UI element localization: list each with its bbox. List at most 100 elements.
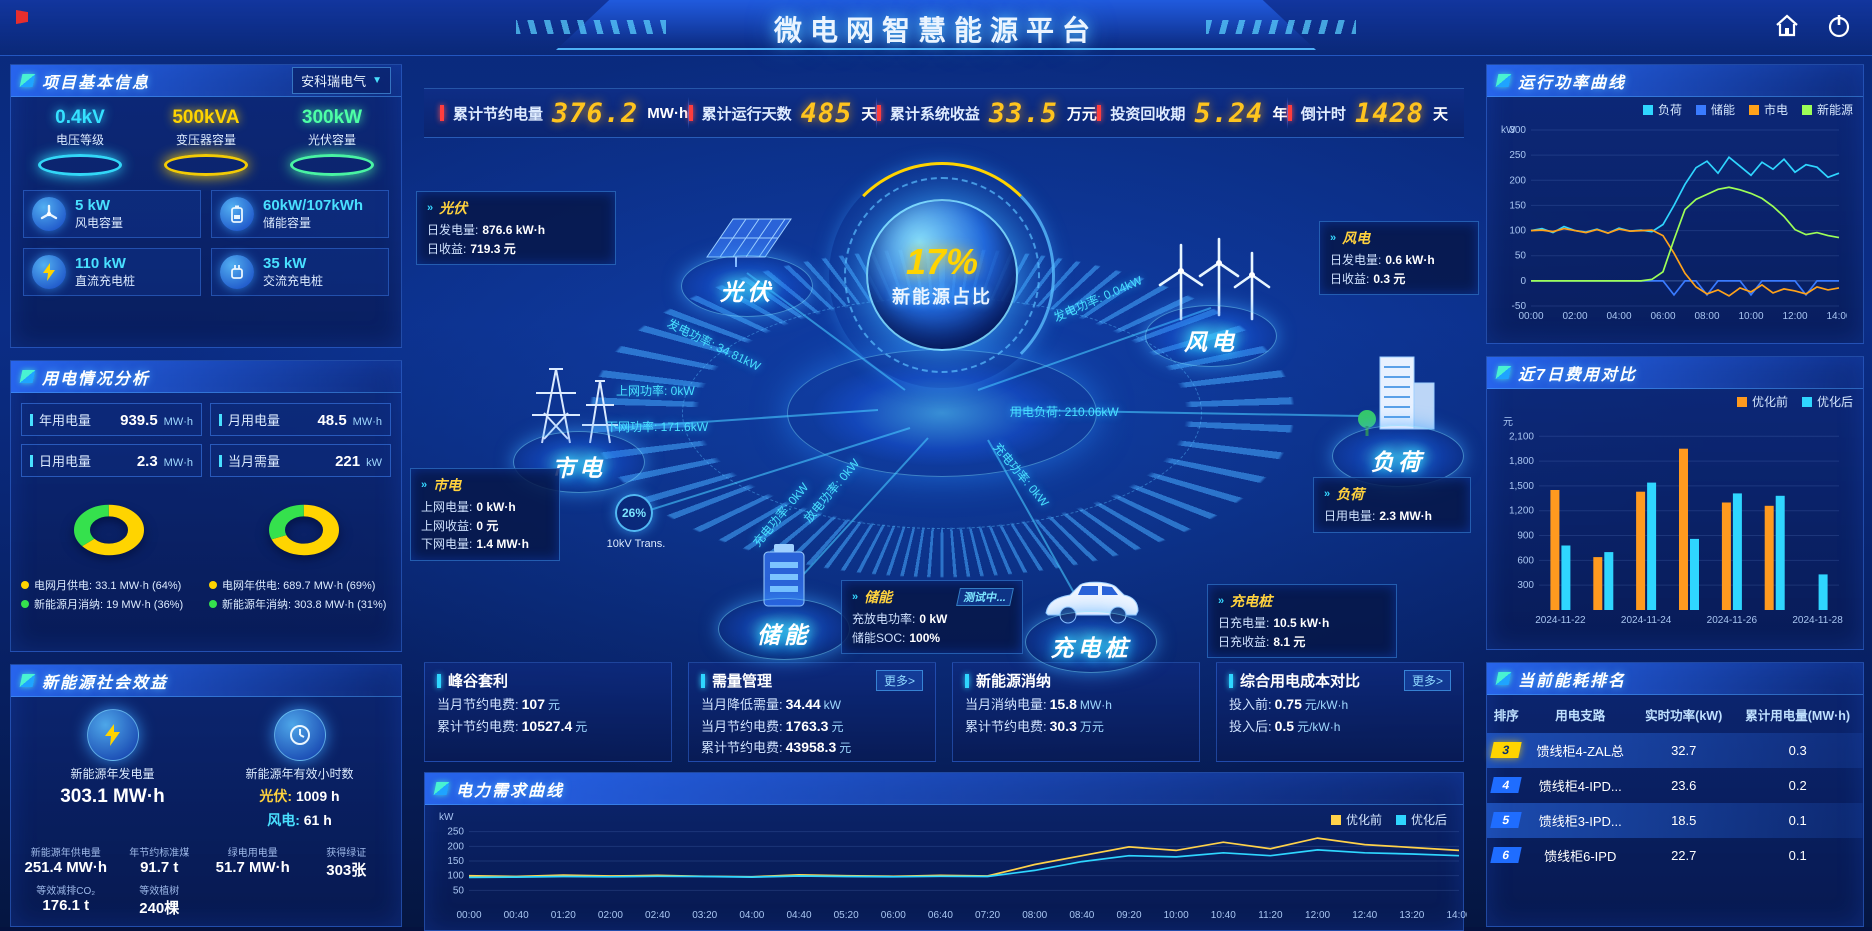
svg-text:00:00: 00:00 <box>1518 311 1543 322</box>
stat-value: 2.3 <box>137 453 158 470</box>
stat-unit: 元 <box>548 698 560 712</box>
info-row: 上网收益:0 元 <box>421 517 549 536</box>
kpi-unit: 天 <box>1433 103 1448 124</box>
kpi-accent <box>1097 105 1101 121</box>
svg-text:10:00: 10:00 <box>1738 311 1763 322</box>
stat-value: 60kW/107kWh <box>263 197 363 216</box>
info-row: 日收益:719.3 元 <box>427 240 605 259</box>
mid-panel-header: 综合用电成本对比更多> <box>1229 670 1451 691</box>
arrow-icon: » <box>852 591 858 603</box>
hub-dashed-ring <box>844 177 1040 373</box>
mid-panel-title: 峰谷套利 <box>437 670 508 691</box>
stat-value: 0.5 <box>1275 718 1294 734</box>
panel-corner-icon <box>20 74 36 87</box>
wind-node[interactable]: 风电 <box>1145 229 1277 357</box>
power-legend: 负荷储能市电新能源 <box>1487 97 1863 118</box>
svg-text:13:20: 13:20 <box>1399 910 1424 921</box>
pv-label: 光伏 <box>720 273 774 307</box>
rank-badge: 5 <box>1490 812 1521 828</box>
load-node[interactable]: 负荷 <box>1332 349 1464 477</box>
svg-text:09:20: 09:20 <box>1116 910 1141 921</box>
info-key: 日收益: <box>1330 272 1369 286</box>
stat-value: 5 kW <box>75 197 123 216</box>
kpi-value: 485 <box>801 98 853 129</box>
info-key: 上网收益: <box>421 519 472 533</box>
panel-corner-icon <box>20 370 36 383</box>
pedestal-label: 光伏容量 <box>308 131 356 148</box>
home-icon[interactable] <box>1774 13 1800 39</box>
svg-text:2024-11-26: 2024-11-26 <box>1707 615 1758 626</box>
stat-value: 30.3 <box>1050 718 1077 734</box>
legend-label: 负荷 <box>1658 101 1682 118</box>
rank-cell: 6 <box>1487 838 1525 873</box>
company-dropdown[interactable]: 安科瑞电气 ▼ <box>292 67 391 94</box>
info-key: 日用电量: <box>1324 509 1375 523</box>
stat-key: 当月消纳电量: <box>965 697 1047 712</box>
year-donut-chart <box>229 499 379 561</box>
svg-text:150: 150 <box>1509 200 1526 211</box>
svg-text:1,800: 1,800 <box>1509 456 1534 467</box>
legend-item: 优化前 <box>1331 811 1382 828</box>
kpi-label: 倒计时 <box>1301 103 1346 124</box>
panel-corner-icon <box>1496 672 1512 685</box>
info-row: 日收益:0.3 元 <box>1330 270 1468 289</box>
storage-node[interactable]: 储能 <box>718 538 850 650</box>
legend-label: 电网月供电: 33.1 MW·h (64%) <box>34 577 181 593</box>
pv-hours-value: 1009 h <box>296 788 340 804</box>
more-button[interactable]: 更多> <box>1404 670 1451 691</box>
wind-label: 风电 <box>1184 323 1238 357</box>
info-value: 1.4 MW·h <box>476 537 529 551</box>
more-button[interactable]: 更多> <box>876 670 923 691</box>
svg-text:1,200: 1,200 <box>1509 506 1534 517</box>
testing-badge: 测试中... <box>956 588 1014 606</box>
power-icon[interactable] <box>1826 13 1852 39</box>
box-title: 储能 <box>864 587 892 607</box>
legend-label: 储能 <box>1711 101 1735 118</box>
cost-legend: 优化前优化后 <box>1487 389 1863 410</box>
svg-text:05:20: 05:20 <box>834 910 859 921</box>
pv-node[interactable]: 光伏 <box>681 207 813 307</box>
svg-text:08:00: 08:00 <box>1694 311 1719 322</box>
svg-text:08:00: 08:00 <box>1022 910 1047 921</box>
legend-label: 优化前 <box>1752 393 1788 410</box>
arrow-icon: » <box>421 479 427 491</box>
microgrid-diagram: 17% 新能源占比 光伏 风电 <box>410 138 1478 656</box>
mini-stat-label: 年节约标准煤 <box>115 844 205 859</box>
rank-header: 用电支路 <box>1525 701 1635 733</box>
ac-charger-icon <box>220 255 254 289</box>
panel-title: 电力需求曲线 <box>456 777 564 801</box>
kpi-unit: MW·h <box>647 105 688 122</box>
svg-text:11:20: 11:20 <box>1258 910 1283 921</box>
info-key: 日收益: <box>427 242 466 256</box>
stat-unit: kW <box>366 457 382 469</box>
legend-item: 电网年供电: 689.7 MW·h (69%) <box>209 577 391 593</box>
info-value: 0 kW·h <box>476 500 515 514</box>
stat-label: 年用电量 <box>39 410 91 429</box>
svg-text:100: 100 <box>447 871 464 882</box>
svg-text:03:20: 03:20 <box>692 910 717 921</box>
panel-corner-icon <box>1496 74 1512 87</box>
mid-panel-header: 峰谷套利 <box>437 670 659 691</box>
stat-label: 月用电量 <box>228 410 280 429</box>
charger-node[interactable]: 充电桩 <box>1025 573 1157 663</box>
rank-badge: 3 <box>1490 742 1521 758</box>
legend-label: 优化前 <box>1346 811 1382 828</box>
stat-unit: 万元 <box>1080 720 1104 734</box>
